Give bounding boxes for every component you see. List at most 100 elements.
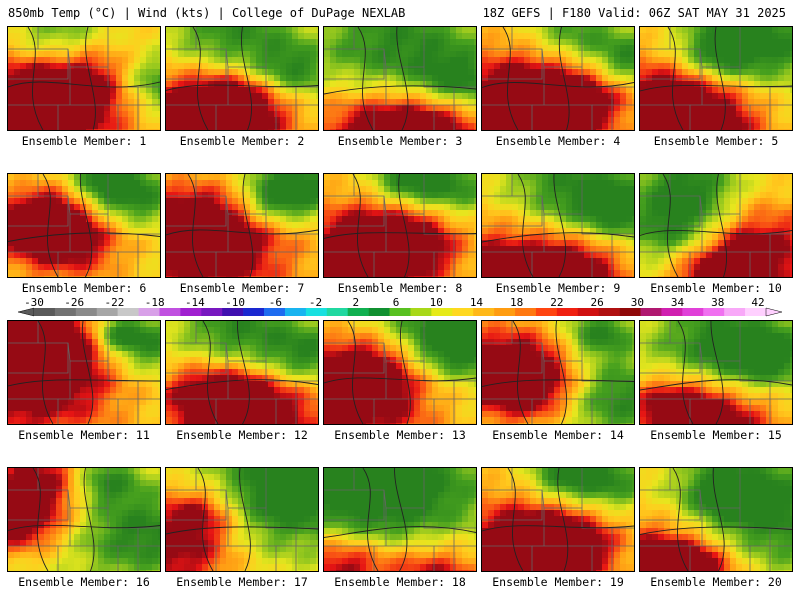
ensemble-member-label: Ensemble Member: 7 [179, 281, 305, 295]
colorbar-tick-label: 14 [470, 296, 484, 309]
temperature-field-map [640, 174, 792, 277]
colorbar-tick-label: 22 [550, 296, 563, 309]
colorbar-tick-label: 38 [711, 296, 724, 309]
colorbar-swatch [431, 308, 453, 316]
temperature-colorbar: -30 -26 -22 -18 -14 -10 -6 -2 2 6 10 14 18 22 26 30 34 38… [17, 296, 783, 317]
temperature-field-map [482, 174, 634, 277]
temperature-field-map [640, 468, 792, 571]
ensemble-map-panel [481, 467, 635, 572]
colorbar-swatch [619, 308, 641, 316]
ensemble-member-label: Ensemble Member: 3 [337, 134, 463, 148]
colorbar-swatch [577, 308, 599, 316]
ensemble-member-label: Ensemble Member: 16 [18, 575, 150, 589]
colorbar-swatch [703, 308, 725, 316]
temperature-field-map [166, 468, 318, 571]
ensemble-map-panel [165, 320, 319, 425]
ensemble-map-panel [165, 173, 319, 278]
map-title: 850mb Temp (°C) | Wind (kts) | College o… [8, 6, 406, 20]
colorbar-tick-label: -6 [269, 296, 282, 309]
temperature-field-map [482, 27, 634, 130]
colorbar-swatch [34, 308, 56, 316]
colorbar-tick-label: 26 [590, 296, 603, 309]
ensemble-map-panel [7, 467, 161, 572]
ensemble-member-label: Ensemble Member: 18 [334, 575, 466, 589]
temperature-field-map [482, 468, 634, 571]
colorbar-swatch [264, 308, 286, 316]
colorbar-swatch [598, 308, 620, 316]
ensemble-member-label: Ensemble Member: 14 [492, 428, 624, 442]
temperature-field-map [324, 27, 476, 130]
colorbar-tick-label: 34 [671, 296, 685, 309]
temperature-field-map [8, 27, 160, 130]
colorbar-tick-label: 42 [751, 296, 764, 309]
temperature-field-map [324, 321, 476, 424]
ensemble-member-label: Ensemble Member: 8 [337, 281, 463, 295]
ensemble-map-panel [323, 320, 477, 425]
ensemble-map-panel [165, 26, 319, 131]
colorbar-left-arrow [17, 307, 35, 317]
temperature-field-map [8, 321, 160, 424]
colorbar-tick-label: -22 [105, 296, 125, 309]
colorbar-swatch [556, 308, 579, 316]
colorbar-tick-label: -18 [145, 296, 165, 309]
colorbar-swatch [117, 308, 139, 316]
temperature-field-map [640, 321, 792, 424]
ensemble-member-label: Ensemble Member: 13 [334, 428, 466, 442]
colorbar-swatch [682, 308, 704, 316]
ensemble-member-label: Ensemble Member: 2 [179, 134, 305, 148]
colorbar-swatch [326, 308, 349, 316]
ensemble-map-panel [323, 173, 477, 278]
model-valid-time: 18Z GEFS | F180 Valid: 06Z SAT MAY 31 20… [482, 6, 786, 20]
ensemble-member-label: Ensemble Member: 15 [650, 428, 782, 442]
colorbar-tick-label: -14 [185, 296, 205, 309]
colorbar-swatch [159, 308, 181, 316]
colorbar-swatch [138, 308, 160, 316]
temperature-field-map [8, 468, 160, 571]
colorbar-swatch [535, 308, 558, 316]
ensemble-map-panel [481, 320, 635, 425]
colorbar-swatch [745, 308, 767, 316]
temperature-field-map [166, 174, 318, 277]
ensemble-map-panel [7, 26, 161, 131]
colorbar-swatch [54, 308, 77, 316]
colorbar-swatch [661, 308, 683, 316]
colorbar-tick-label: 30 [631, 296, 644, 309]
colorbar-swatch [222, 308, 244, 316]
temperature-field-map [166, 27, 318, 130]
colorbar-tick-label: 10 [430, 296, 443, 309]
colorbar-tick-label: -26 [64, 296, 84, 309]
ensemble-member-label: Ensemble Member: 4 [495, 134, 621, 148]
ensemble-member-label: Ensemble Member: 11 [18, 428, 150, 442]
colorbar-swatch [96, 308, 118, 316]
ensemble-map-panel [7, 173, 161, 278]
colorbar-swatch [724, 308, 746, 316]
ensemble-member-label: Ensemble Member: 6 [21, 281, 147, 295]
temperature-field-map [482, 321, 634, 424]
colorbar-tick-label: -10 [225, 296, 245, 309]
ensemble-member-label: Ensemble Member: 12 [176, 428, 308, 442]
ensemble-member-label: Ensemble Member: 10 [650, 281, 782, 295]
ensemble-map-panel [481, 173, 635, 278]
colorbar-swatch [640, 308, 662, 316]
temperature-field-map [640, 27, 792, 130]
colorbar-swatch [494, 308, 516, 316]
colorbar-swatch [389, 308, 411, 316]
colorbar-swatch [180, 308, 202, 316]
colorbar-right-arrow [765, 307, 783, 317]
colorbar-swatch [515, 308, 537, 316]
ensemble-member-label: Ensemble Member: 19 [492, 575, 624, 589]
colorbar-swatch [452, 308, 474, 316]
ensemble-map-panel [7, 320, 161, 425]
ensemble-map-panel [639, 467, 793, 572]
ensemble-member-label: Ensemble Member: 5 [653, 134, 779, 148]
ensemble-map-panel [323, 467, 477, 572]
colorbar-swatch [243, 308, 265, 316]
colorbar-swatch [305, 308, 328, 316]
colorbar-tick-label: 2 [352, 296, 359, 309]
colorbar-swatch [75, 308, 98, 316]
colorbar-swatch [368, 308, 390, 316]
ensemble-map-panel [639, 26, 793, 131]
ensemble-member-label: Ensemble Member: 9 [495, 281, 621, 295]
ensemble-member-label: Ensemble Member: 1 [21, 134, 147, 148]
colorbar-swatch [347, 308, 369, 316]
